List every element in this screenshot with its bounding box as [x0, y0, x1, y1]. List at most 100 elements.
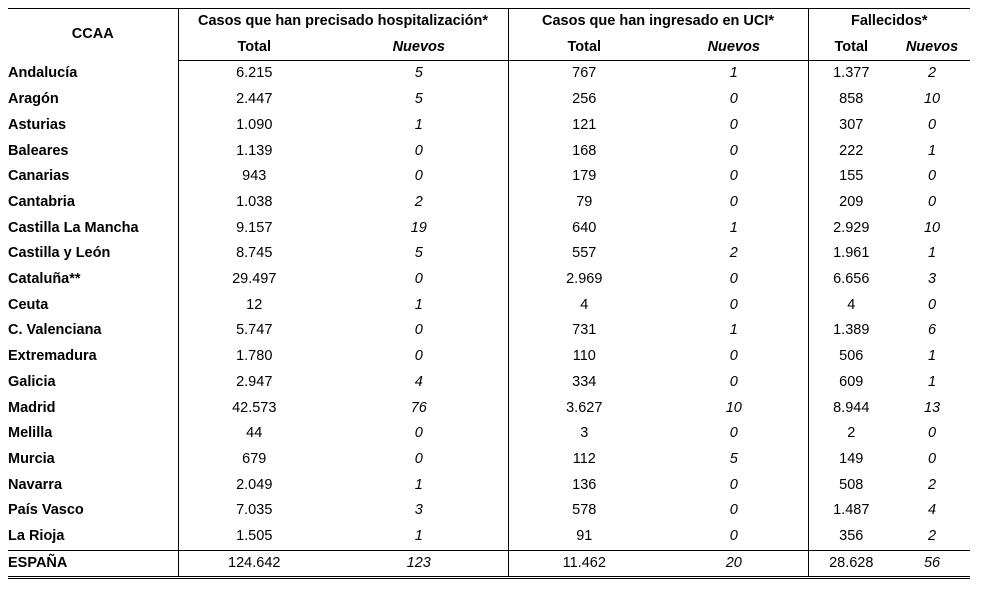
hosp-nuevos-cell: 5 [330, 60, 509, 88]
table-row: Galicia 2.947 4 334 0 609 1 [8, 369, 970, 396]
table-row: Extremadura 1.780 0 110 0 506 1 [8, 344, 970, 370]
header-nuevos: Nuevos [894, 34, 971, 62]
hosp-total-cell: 943 [242, 168, 267, 185]
fall-total-cell: 4 [847, 296, 856, 313]
fall-nuevos-cell: 10 [923, 219, 941, 236]
table-row: Aragón 2.447 5 256 0 858 10 [8, 87, 970, 113]
uci-total-cell: 179 [572, 168, 597, 185]
fall-total-cell: 508 [839, 476, 864, 493]
uci-nuevos-cell: 0 [660, 87, 809, 113]
fall-nuevos-cell: 1 [927, 348, 937, 365]
uci-nuevos-cell: 0 [660, 138, 809, 165]
hosp-nuevos-cell: 1 [330, 472, 509, 499]
uci-total-cell: 3 [580, 425, 589, 442]
table-row: País Vasco 7.035 3 578 0 1.487 4 [8, 498, 970, 525]
region-name: Andalucía [8, 60, 179, 88]
table-row: Murcia 679 0 112 5 149 0 [8, 446, 970, 473]
uci-total-cell: 256 [572, 91, 597, 108]
header-total: Total [178, 34, 330, 62]
fall-total-cell: 506 [839, 348, 864, 365]
region-name: Baleares [8, 138, 179, 165]
hosp-nuevos-cell: 0 [330, 267, 509, 293]
fall-total-cell: 6.656 [833, 271, 870, 288]
fall-total-cell: 1.487 [833, 502, 870, 519]
hosp-total-cell: 1.038 [236, 193, 273, 210]
fall-total-cell: 307 [839, 116, 864, 133]
region-name: Canarias [8, 164, 179, 190]
table-row: Cantabria 1.038 2 79 0 209 0 [8, 189, 970, 216]
table-row: La Rioja 1.505 1 91 0 356 2 [8, 524, 970, 551]
table-row: Canarias 943 0 179 0 155 0 [8, 164, 970, 190]
hosp-total-cell: 44 [246, 425, 263, 442]
uci-nuevos-cell: 0 [660, 292, 809, 319]
table-row: Asturias 1.090 1 121 0 307 0 [8, 112, 970, 139]
total-name: ESPAÑA [8, 549, 179, 580]
fall-nuevos-cell: 6 [927, 322, 937, 339]
uci-nuevos-cell: 1 [660, 318, 809, 345]
total-fall-total: 28.628 [808, 549, 895, 580]
uci-nuevos-cell: 1 [660, 60, 809, 88]
header-ccaa: CCAA [8, 7, 179, 61]
hosp-total-cell: 29.497 [232, 271, 277, 288]
header-group-uci: Casos que han ingresado en UCI* [508, 7, 809, 35]
fall-nuevos-cell: 1 [927, 142, 937, 159]
region-name: Melilla [8, 421, 179, 447]
uci-total-cell: 2.969 [566, 271, 603, 288]
region-name: Aragón [8, 87, 179, 113]
table-row: Navarra 2.049 1 136 0 508 2 [8, 472, 970, 499]
hosp-total-cell: 2.049 [236, 476, 273, 493]
hosp-total-cell: 5.747 [236, 322, 273, 339]
fall-nuevos-cell: 1 [927, 373, 937, 390]
uci-total-cell: 767 [572, 65, 597, 82]
uci-nuevos-cell: 10 [660, 395, 809, 422]
hosp-total-cell: 12 [246, 296, 263, 313]
fall-total-cell: 2.929 [833, 219, 870, 236]
hosp-total-cell: 2.447 [236, 91, 273, 108]
hosp-total-cell: 1.780 [236, 348, 273, 365]
region-name: Madrid [8, 395, 179, 422]
fall-nuevos-cell: 1 [927, 245, 937, 262]
region-name: Murcia [8, 446, 179, 473]
hosp-total-cell: 1.505 [236, 528, 273, 545]
table-row: Ceuta 12 1 4 0 4 0 [8, 292, 970, 319]
table-row: Castilla La Mancha 9.157 19 640 1 2.929 10 [8, 215, 970, 242]
header-total: Total [508, 34, 661, 62]
total-uci-nuevos: 20 [660, 549, 809, 580]
fall-nuevos-cell: 0 [927, 168, 937, 185]
fall-total-cell: 209 [839, 193, 864, 210]
total-uci-total: 11.462 [508, 549, 661, 580]
region-name: Extremadura [8, 344, 179, 370]
uci-nuevos-cell: 0 [660, 524, 809, 551]
uci-total-cell: 3.627 [566, 399, 603, 416]
fall-nuevos-cell: 0 [927, 296, 937, 313]
hosp-total-cell: 8.745 [236, 245, 273, 262]
hosp-nuevos-cell: 4 [330, 369, 509, 396]
hosp-nuevos-cell: 76 [330, 395, 509, 422]
uci-nuevos-cell: 0 [660, 164, 809, 190]
total-hosp-total: 124.642 [178, 549, 330, 580]
hosp-total-cell: 9.157 [236, 219, 273, 236]
hosp-nuevos-cell: 5 [330, 241, 509, 268]
fall-total-cell: 8.944 [833, 399, 870, 416]
total-row: ESPAÑA 124.642 123 11.462 20 28.628 56 [8, 549, 971, 580]
fall-total-cell: 222 [839, 142, 864, 159]
table-row: Castilla y León 8.745 5 557 2 1.961 1 [8, 241, 970, 268]
total-fall-nuevos: 56 [894, 549, 971, 580]
fall-nuevos-cell: 2 [927, 65, 937, 82]
uci-total-cell: 121 [572, 116, 597, 133]
hosp-nuevos-cell: 0 [330, 421, 509, 447]
uci-total-cell: 640 [572, 219, 597, 236]
region-name: Castilla La Mancha [8, 215, 179, 242]
fall-nuevos-cell: 10 [923, 91, 941, 108]
uci-nuevos-cell: 1 [660, 215, 809, 242]
uci-total-cell: 578 [572, 502, 597, 519]
fall-nuevos-cell: 2 [927, 528, 937, 545]
fall-total-cell: 609 [839, 373, 864, 390]
header-total: Total [808, 34, 895, 62]
hosp-nuevos-cell: 19 [330, 215, 509, 242]
region-name: Asturias [8, 112, 179, 139]
fall-nuevos-cell: 2 [927, 476, 937, 493]
fall-total-cell: 858 [839, 91, 864, 108]
header-group-hospitalizacion: Casos que han precisado hospitalización* [178, 7, 509, 35]
uci-total-cell: 112 [572, 450, 596, 467]
